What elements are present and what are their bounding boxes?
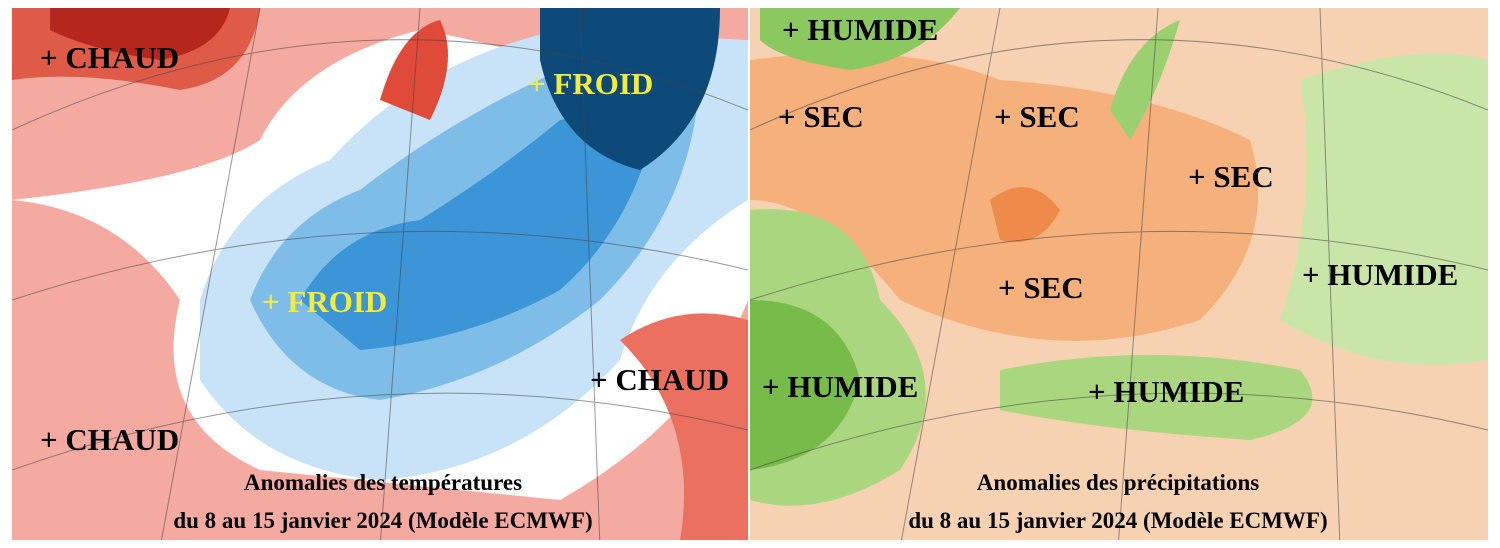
map-label: + SEC [778,99,864,134]
caption: du 8 au 15 janvier 2024 (Modèle ECMWF) [908,508,1327,533]
caption: Anomalies des précipitations [977,470,1259,495]
map-label: + CHAUD [590,362,729,397]
map-label: + CHAUD [40,422,179,457]
map-label: + HUMIDE [1088,374,1244,409]
caption: Anomalies des températures [244,470,522,495]
map-label: + HUMIDE [782,12,938,47]
caption: du 8 au 15 janvier 2024 (Modèle ECMWF) [173,508,592,533]
map-label: + HUMIDE [762,369,918,404]
map-label: + FROID [262,284,387,319]
map-label: + SEC [994,99,1080,134]
map-label: + HUMIDE [1302,257,1458,292]
map-label: + CHAUD [40,40,179,75]
map-label: + SEC [998,270,1084,305]
map-label: + FROID [528,66,653,101]
map-label: + SEC [1188,159,1274,194]
precipitation-map [750,8,1488,540]
temperature-map [12,8,748,540]
